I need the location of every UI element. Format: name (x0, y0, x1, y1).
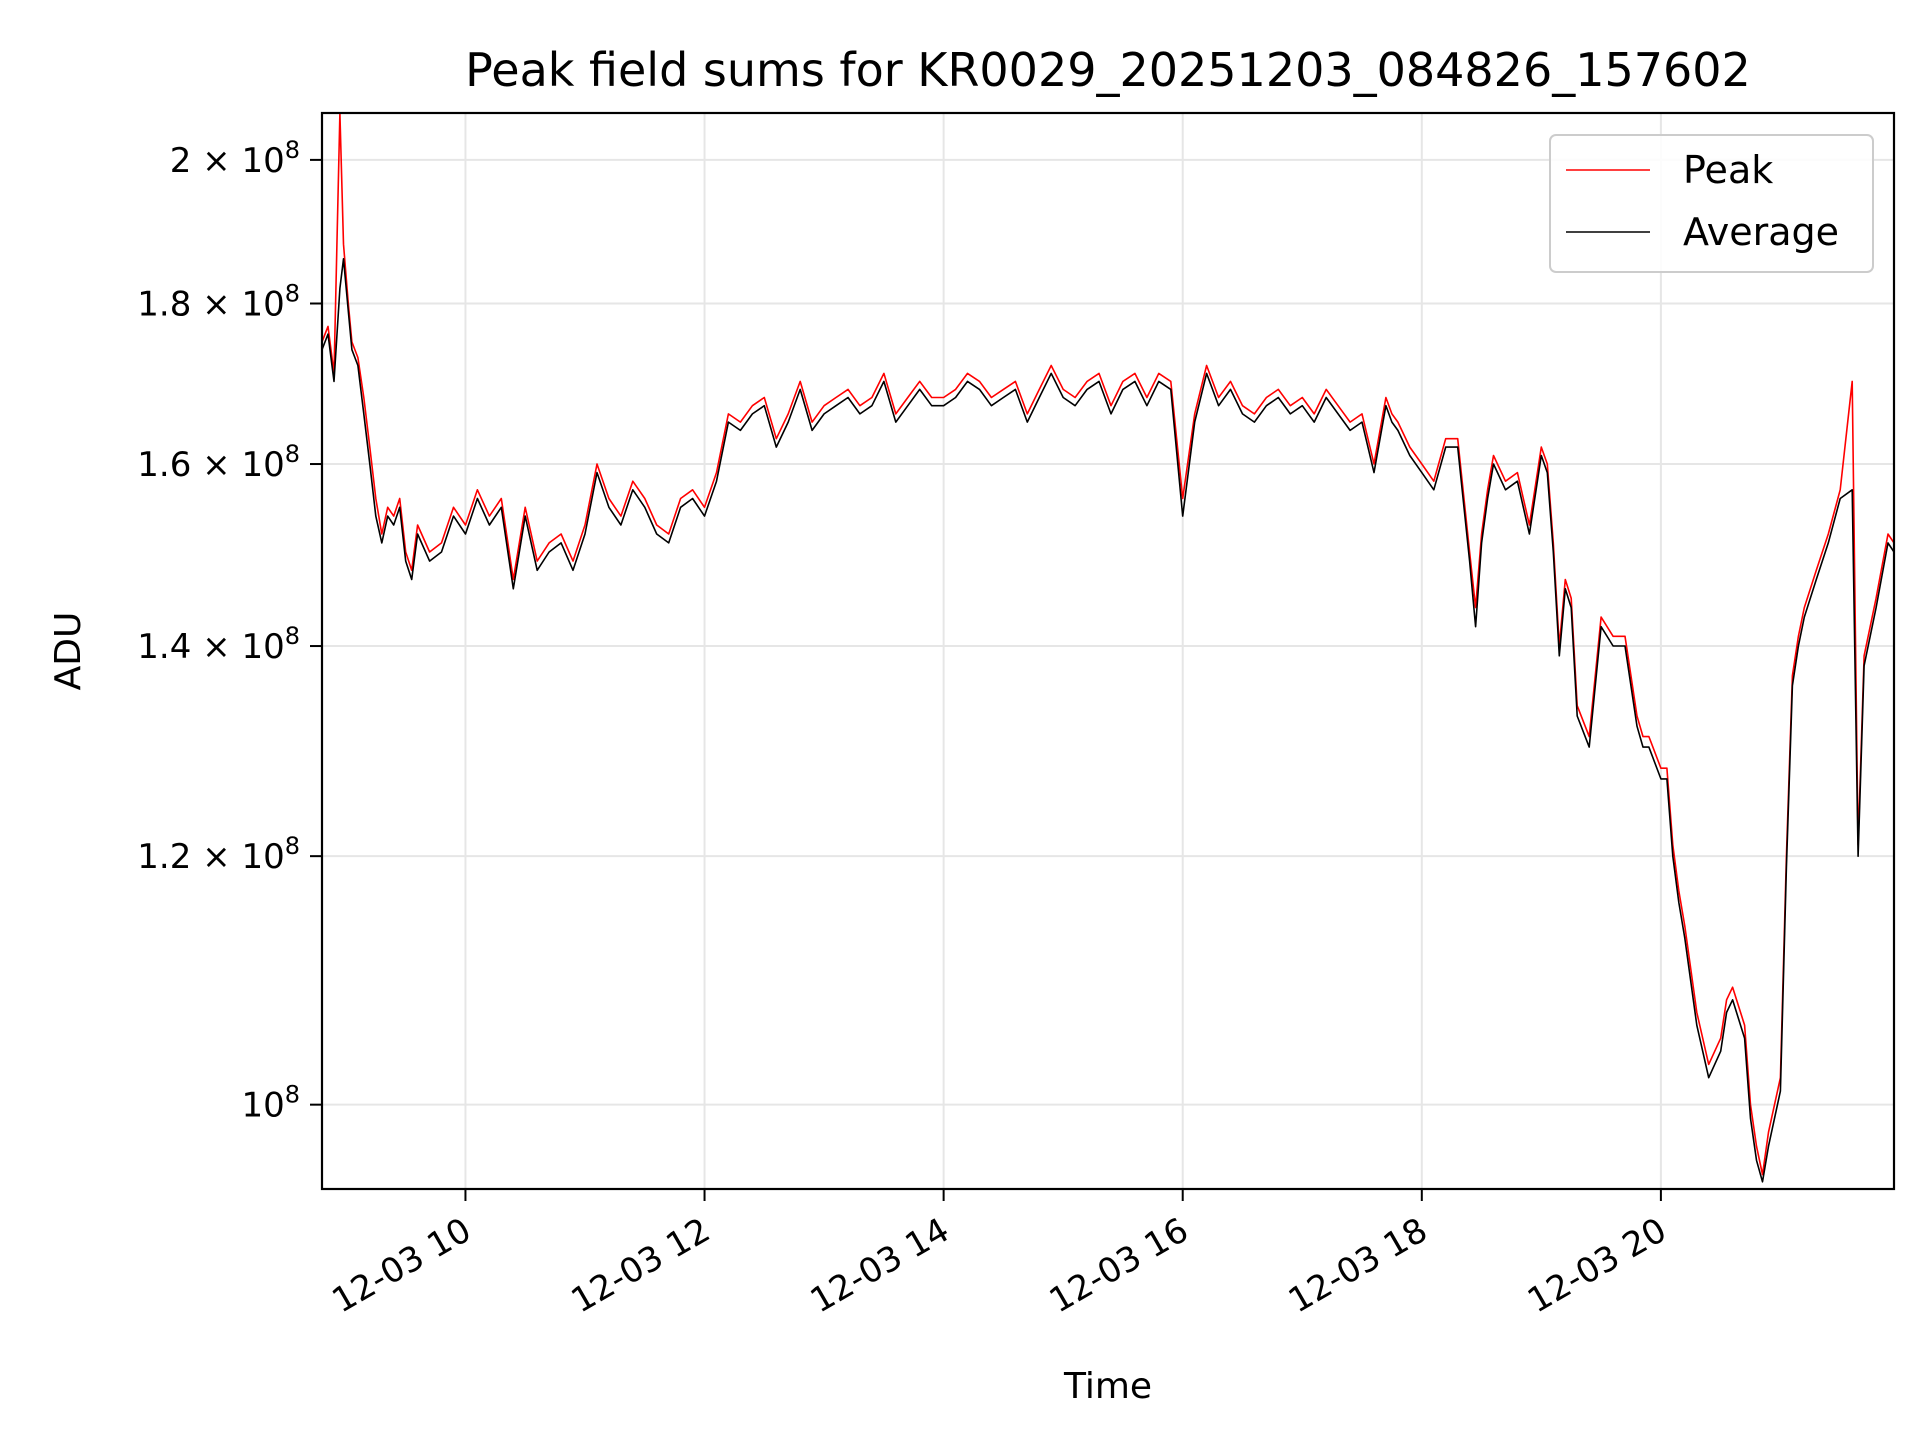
y-tick-label: 1.2 × 108 (137, 832, 300, 877)
chart-title: Peak field sums for KR0029_20251203_0848… (465, 43, 1751, 97)
legend: Peak Average (1549, 134, 1874, 273)
y-axis-label: ADU (48, 612, 89, 691)
plot-frame (320, 111, 1896, 1191)
y-tick-label: 1.8 × 108 (137, 279, 300, 324)
series-line-peak (322, 113, 1894, 1176)
legend-label-average: Average (1683, 210, 1839, 254)
x-axis-label: Time (1063, 1366, 1152, 1407)
y-tick-label: 108 (241, 1081, 300, 1126)
series-line-average (322, 258, 1894, 1183)
y-tick-label: 1.6 × 108 (137, 440, 300, 485)
y-axis: 108 1.2 × 108 1.4 × 108 1.6 × 108 1.8 × 108 2… (137, 136, 322, 1126)
y-tick-label: 2 × 108 (170, 136, 300, 181)
legend-label-peak: Peak (1683, 148, 1773, 192)
series-layer (322, 113, 1894, 1183)
y-tick-label: 1.4 × 108 (137, 622, 300, 667)
grid-lines (322, 113, 1894, 1189)
